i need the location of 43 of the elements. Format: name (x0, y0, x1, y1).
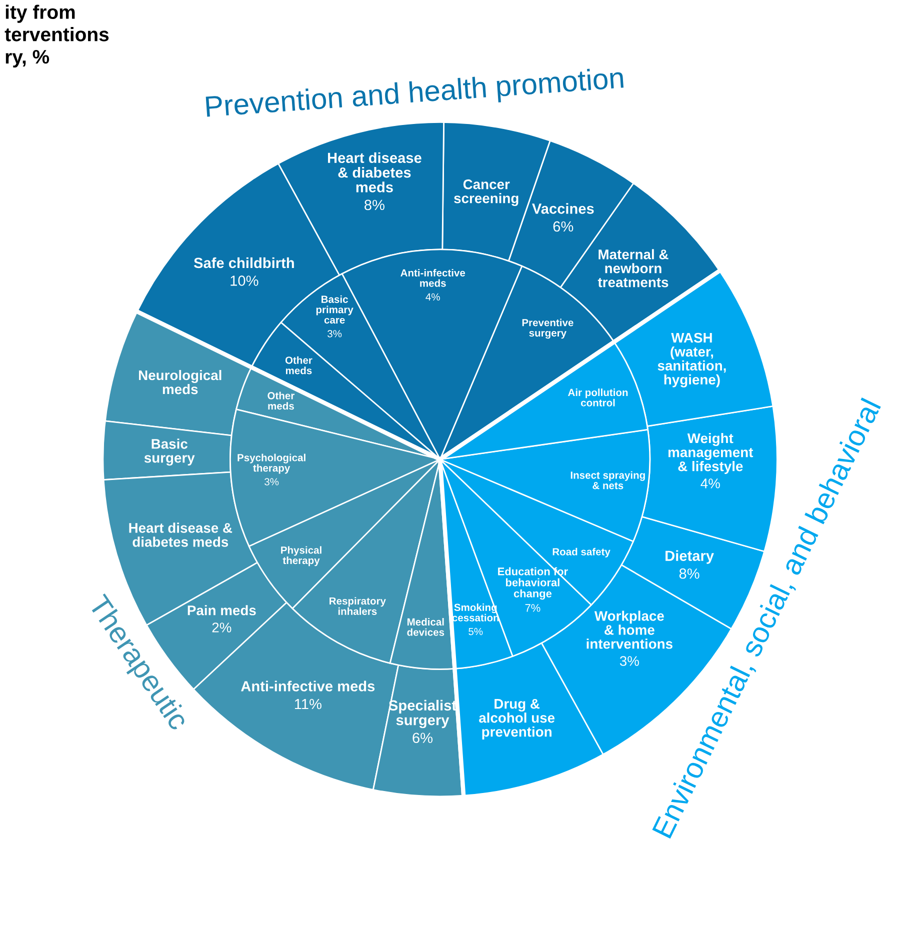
category-label: Air pollution control (568, 388, 628, 406)
data-label: 10% (230, 276, 258, 286)
data-label: 2% (212, 622, 232, 632)
category-label: Maternal & newborn treatments (598, 249, 668, 288)
category-label: Heart disease & diabetes meds (129, 522, 232, 547)
category-label: Vaccines (532, 203, 594, 214)
category-label: Neurological meds (139, 370, 222, 394)
category-label: Respiratory inhalers (330, 597, 386, 615)
category-label: Pain meds (188, 605, 256, 616)
data-label: 6% (412, 732, 433, 744)
category-label: Heart disease & diabetes meds (328, 152, 422, 192)
category-label: Dietary (666, 550, 714, 564)
category-label: Other meds (268, 392, 294, 410)
category-label: Road safety (552, 548, 610, 558)
category-label: Cancer screening (454, 179, 518, 206)
category-label: WASH (water, sanitation, hygiene) (658, 332, 726, 388)
text: Prevention and health promotion (206, 66, 624, 123)
data-label: 3% (328, 330, 342, 338)
category-label: Drug & alcohol use prevention (479, 699, 555, 740)
category-label: Physical therapy (281, 546, 322, 566)
data-label: 11% (294, 698, 322, 710)
category-label: Other meds (285, 356, 312, 374)
category-label: Medical devices (407, 618, 444, 636)
data-label: 4% (426, 293, 440, 301)
category-label: Psychological therapy (238, 454, 306, 474)
category-label: Weight management & lifestyle (668, 432, 754, 474)
text: ity from terventions ry, % (4, 4, 109, 68)
data-label: 8% (679, 568, 700, 579)
category-label: Safe childbirth (194, 257, 294, 268)
data-label: 5% (468, 628, 483, 636)
category-label: Workplace & home interventions (586, 610, 672, 649)
category-label: Basic primary care (316, 295, 354, 324)
data-label: 8% (364, 200, 384, 210)
category-label: Preventive surgery (522, 318, 574, 339)
data-label: 4% (700, 478, 720, 488)
category-label: Anti-infective meds (400, 268, 466, 287)
data-label: 3% (264, 478, 279, 486)
data-label: 3% (620, 656, 639, 666)
category-label: Anti-infective meds (241, 680, 375, 692)
category-label: Basic surgery (144, 438, 195, 466)
data-label: 6% (553, 221, 574, 232)
data-label: 7% (525, 604, 540, 612)
category-label: Insect spraying & nets (570, 471, 645, 490)
